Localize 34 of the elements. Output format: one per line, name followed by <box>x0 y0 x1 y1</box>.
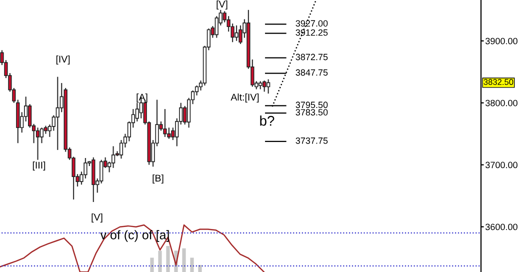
annotation: [IV] <box>56 55 70 65</box>
ref-line-label: 3795.50 <box>296 102 328 108</box>
candlestick <box>266 78 270 94</box>
annotation: [V] <box>92 213 102 223</box>
candlestick <box>36 127 40 160</box>
candlestick <box>111 146 116 168</box>
y-tick-label: 3900.00 <box>486 38 518 44</box>
candlestick <box>56 76 60 150</box>
ref-line-label: 3783.50 <box>296 109 328 116</box>
text: 3832.50 <box>484 79 514 85</box>
y-tick-label: 3800.00 <box>486 100 518 106</box>
ref-line-label: 3912.25 <box>296 29 328 36</box>
bar <box>182 248 186 272</box>
annotation: Alt:[IV] <box>230 93 259 103</box>
ref-line-label: 3847.75 <box>296 69 328 76</box>
ref-line-label: 3927.00 <box>296 20 328 27</box>
ref-line-label: 3737.75 <box>296 137 328 144</box>
y-tick-label: 3700.00 <box>486 162 518 168</box>
annotation: b? <box>260 116 274 126</box>
candlestick <box>163 108 167 138</box>
annotation: v of (c) of [a] <box>100 230 169 242</box>
candlestick <box>234 24 238 42</box>
y-tick-label: 3600.00 <box>486 224 518 230</box>
annotation: [A] <box>136 93 148 103</box>
bar <box>166 246 170 272</box>
bar <box>198 264 202 272</box>
annotation: [V] <box>216 0 228 10</box>
bar <box>190 258 194 272</box>
bar <box>150 258 154 272</box>
ref-line-label: 3872.75 <box>296 54 328 60</box>
candlestick <box>262 80 266 92</box>
annotation: [III] <box>32 161 46 171</box>
annotation: [B] <box>152 174 164 184</box>
bar <box>158 250 162 272</box>
